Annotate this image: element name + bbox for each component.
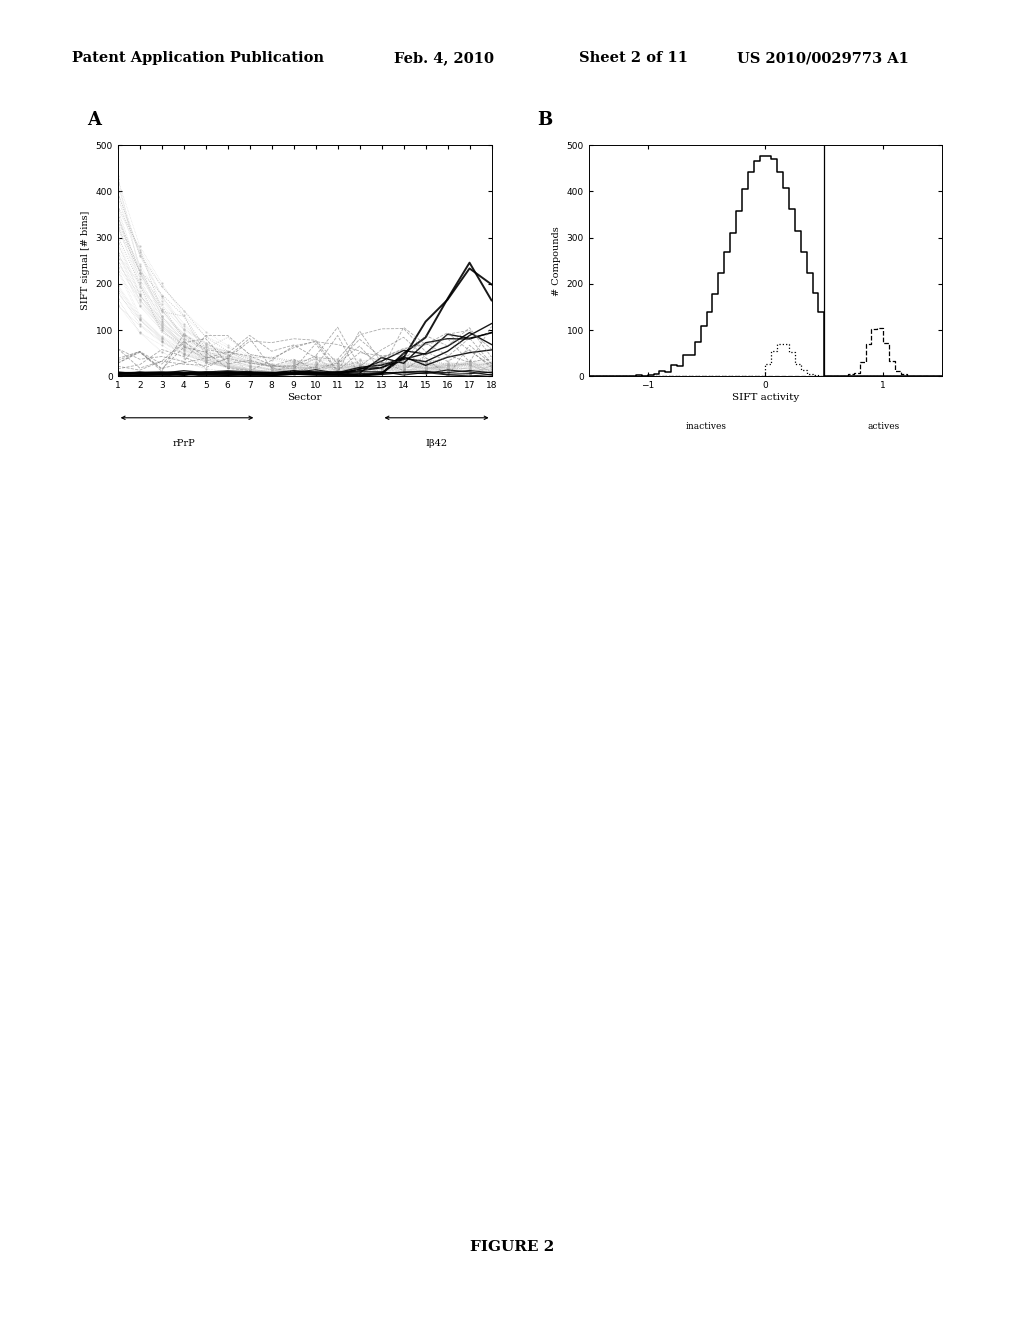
X-axis label: SIFT activity: SIFT activity <box>732 393 799 401</box>
Y-axis label: # Compounds: # Compounds <box>552 226 561 296</box>
Text: inactives: inactives <box>686 422 727 432</box>
Text: Feb. 4, 2010: Feb. 4, 2010 <box>394 51 495 65</box>
Text: US 2010/0029773 A1: US 2010/0029773 A1 <box>737 51 909 65</box>
X-axis label: Sector: Sector <box>288 393 322 401</box>
Text: A: A <box>87 111 101 129</box>
Text: actives: actives <box>867 422 899 432</box>
Text: B: B <box>538 111 553 129</box>
Text: rPrP: rPrP <box>172 438 196 447</box>
Text: Patent Application Publication: Patent Application Publication <box>72 51 324 65</box>
Text: FIGURE 2: FIGURE 2 <box>470 1241 554 1254</box>
Y-axis label: SIFT signal [# bins]: SIFT signal [# bins] <box>81 211 90 310</box>
Text: Sheet 2 of 11: Sheet 2 of 11 <box>579 51 687 65</box>
Text: Iβ42: Iβ42 <box>426 438 447 447</box>
